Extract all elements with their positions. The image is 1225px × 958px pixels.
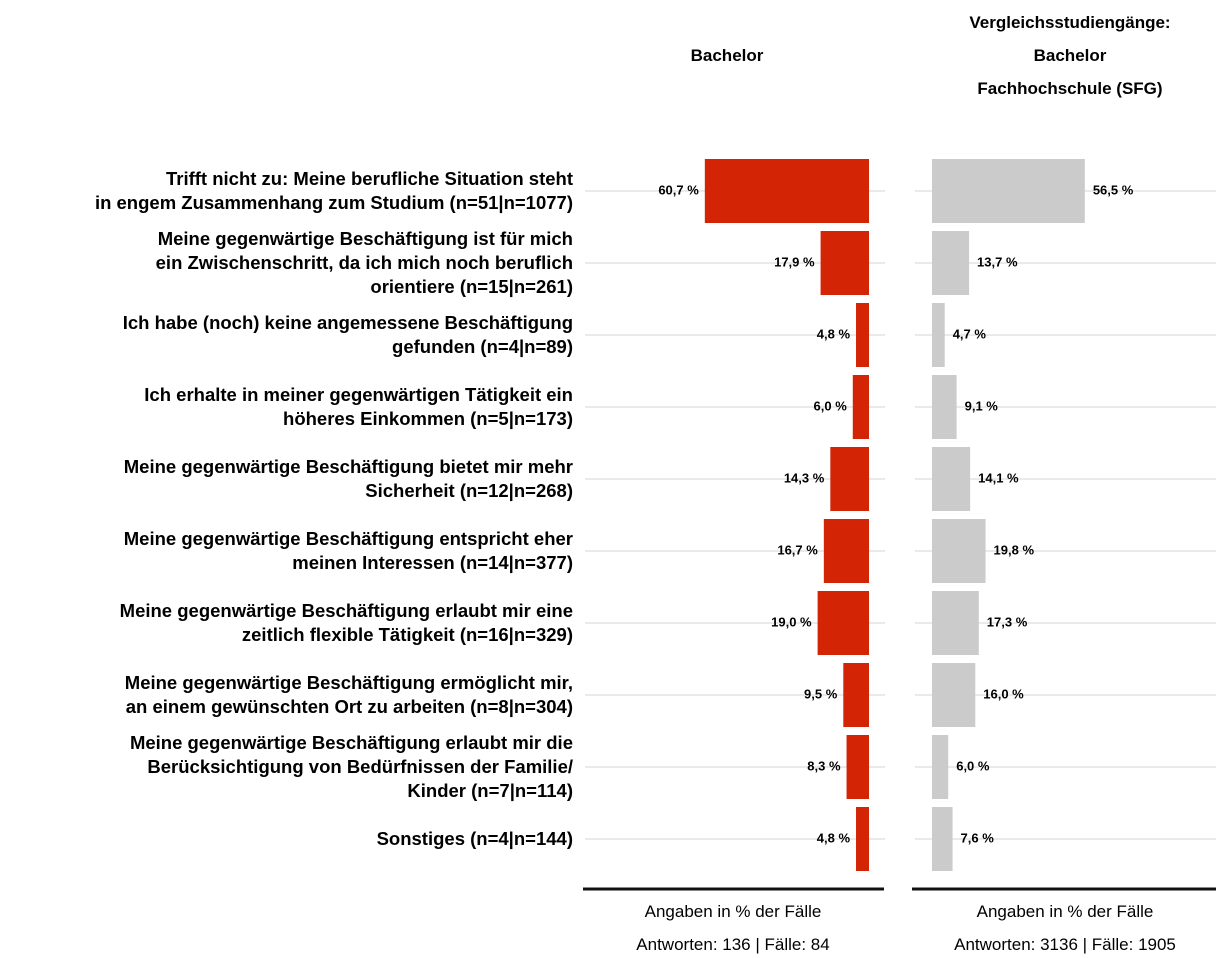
bar <box>823 519 869 583</box>
bar <box>932 159 1085 223</box>
value-label: 19,8 % <box>994 542 1035 557</box>
value-label: 16,7 % <box>777 542 818 557</box>
value-label: 13,7 % <box>977 254 1018 269</box>
value-label: 17,9 % <box>774 254 815 269</box>
bar <box>932 735 949 799</box>
axis-label: Angaben in % der Fälle <box>976 902 1154 921</box>
category-label: Meine gegenwärtige Beschäftigung entspri… <box>123 528 573 573</box>
bar <box>932 663 976 727</box>
category-label: Sonstiges (n=4|n=144) <box>376 828 573 849</box>
bar <box>932 231 970 295</box>
value-label: 14,1 % <box>978 470 1019 485</box>
category-label: Trifft nicht zu: Meine berufliche Situat… <box>94 168 573 213</box>
category-label: Meine gegenwärtige Beschäftigung erlaubt… <box>129 732 573 801</box>
category-label: Meine gegenwärtige Beschäftigung ermögli… <box>124 672 573 717</box>
axis-note: Antworten: 3136 | Fälle: 1905 <box>954 935 1176 954</box>
value-label: 56,5 % <box>1093 182 1134 197</box>
axis-label: Angaben in % der Fälle <box>644 902 822 921</box>
value-label: 19,0 % <box>771 614 812 629</box>
category-label: Ich habe (noch) keine angemessene Beschä… <box>122 312 573 357</box>
category-label: Meine gegenwärtige Beschäftigung erlaubt… <box>119 600 573 645</box>
bar <box>932 591 979 655</box>
value-label: 6,0 % <box>814 398 848 413</box>
bar <box>830 447 869 511</box>
bar <box>932 447 971 511</box>
category-label: Meine gegenwärtige Beschäftigung bietet … <box>123 456 573 501</box>
bar <box>817 591 869 655</box>
bar <box>852 375 869 439</box>
bar <box>846 735 869 799</box>
value-label: 4,8 % <box>817 830 851 845</box>
bar <box>856 303 869 367</box>
value-label: 6,0 % <box>956 758 990 773</box>
bar <box>932 519 986 583</box>
panel-title: Vergleichsstudiengänge: Bachelor Fachhoc… <box>969 13 1171 98</box>
panel-title: Bachelor <box>690 46 764 65</box>
category-label: Ich erhalte in meiner gegenwärtigen Täti… <box>144 384 573 429</box>
value-label: 7,6 % <box>961 830 995 845</box>
value-label: 8,3 % <box>807 758 841 773</box>
bar <box>704 159 869 223</box>
bar <box>932 807 953 871</box>
bar <box>843 663 869 727</box>
value-label: 14,3 % <box>784 470 825 485</box>
category-label: Meine gegenwärtige Beschäftigung ist für… <box>155 228 573 297</box>
value-label: 9,5 % <box>804 686 838 701</box>
axis-note: Antworten: 136 | Fälle: 84 <box>636 935 830 954</box>
bar <box>932 375 957 439</box>
bar <box>820 231 869 295</box>
value-label: 9,1 % <box>965 398 999 413</box>
value-label: 4,8 % <box>817 326 851 341</box>
bar <box>932 303 945 367</box>
value-label: 60,7 % <box>658 182 699 197</box>
value-label: 4,7 % <box>953 326 987 341</box>
value-label: 17,3 % <box>987 614 1028 629</box>
value-label: 16,0 % <box>983 686 1024 701</box>
bar <box>856 807 869 871</box>
